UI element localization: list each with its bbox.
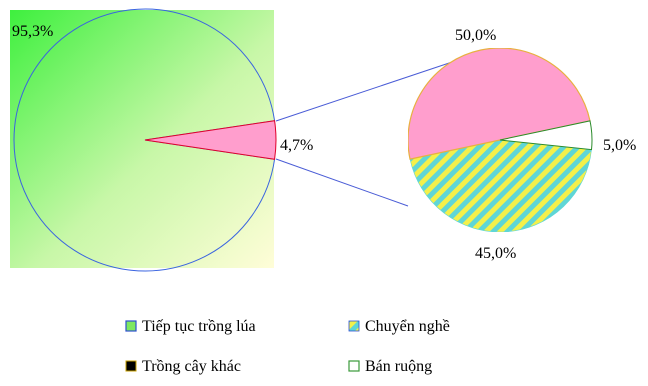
legend-item-sell-field: Bán ruộng — [348, 358, 432, 375]
legend-label: Trồng cây khác — [142, 358, 241, 375]
label-sub-pink: 50,0% — [455, 27, 496, 44]
connector-line-bottom — [275, 158, 409, 207]
main-pie — [13, 8, 277, 272]
label-main-large: 95,3% — [12, 23, 53, 40]
legend-label: Chuyển nghề — [365, 318, 450, 335]
legend-label: Tiếp tục trồng lúa — [142, 318, 256, 335]
slice-continue-rice — [13, 8, 276, 272]
legend-swatch-solid — [125, 320, 137, 332]
legend-swatch-black — [125, 360, 137, 372]
slice-other-crops — [408, 48, 591, 160]
label-sub-hatched: 45,0% — [475, 245, 516, 262]
label-main-small: 4,7% — [280, 137, 313, 154]
legend-item-change-job: Chuyển nghề — [348, 318, 450, 335]
legend-swatch-hatched — [348, 320, 360, 332]
legend-label: Bán ruộng — [365, 358, 432, 375]
slice-sell-field — [499, 120, 593, 151]
legend-swatch-empty — [348, 360, 360, 372]
label-sub-white: 5,0% — [603, 137, 636, 154]
slice-change-job — [409, 139, 592, 232]
legend: Tiếp tục trồng lúa Chuyển nghề Trồng cây… — [125, 318, 450, 375]
breakdown-pie — [408, 48, 593, 232]
legend-item-continue-rice: Tiếp tục trồng lúa — [125, 318, 256, 335]
slice-converted — [144, 120, 277, 160]
legend-item-other-crops: Trồng cây khác — [125, 358, 241, 375]
